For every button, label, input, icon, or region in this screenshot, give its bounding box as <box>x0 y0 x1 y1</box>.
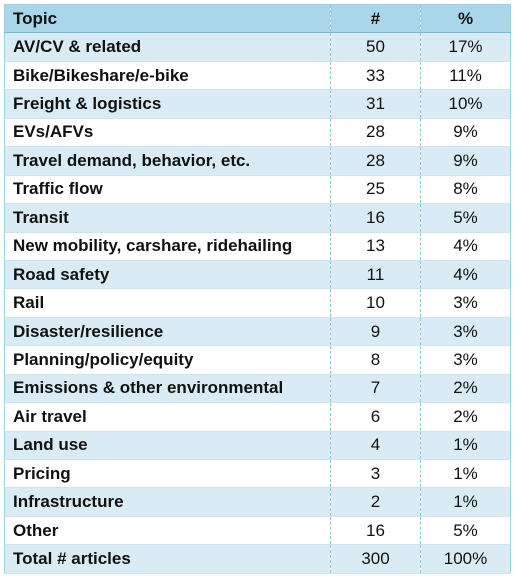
count-cell: 33 <box>330 61 421 91</box>
topic-cell: Planning/policy/equity <box>4 345 331 375</box>
table-row: EVs/AFVs 28 9% <box>4 118 511 148</box>
topic-cell: Pricing <box>4 459 331 489</box>
count-cell: 31 <box>330 89 421 119</box>
percent-cell: 4% <box>420 260 511 290</box>
percent-cell: 3% <box>420 317 511 347</box>
percent-cell: 5% <box>420 516 511 546</box>
percent-cell: 3% <box>420 345 511 375</box>
topic-cell: Infrastructure <box>4 487 331 517</box>
topic-cell: AV/CV & related <box>4 32 331 62</box>
percent-cell: 9% <box>420 118 511 148</box>
total-label: Total # articles <box>4 544 331 574</box>
percent-cell: 4% <box>420 232 511 261</box>
total-row: Total # articles 300 100% <box>4 544 511 574</box>
topic-cell: Bike/Bikeshare/e-bike <box>4 61 331 91</box>
percent-cell: 1% <box>420 459 511 489</box>
header-topic: Topic <box>4 4 331 34</box>
table-row: Planning/policy/equity 8 3% <box>4 345 511 375</box>
topic-cell: Disaster/resilience <box>4 317 331 347</box>
topic-cell: Rail <box>4 288 331 318</box>
count-cell: 28 <box>330 118 421 148</box>
topic-cell: Land use <box>4 431 331 461</box>
count-cell: 25 <box>330 175 421 205</box>
header-count: # <box>330 4 421 34</box>
topic-cell: Other <box>4 516 331 546</box>
table-row: Travel demand, behavior, etc. 28 9% <box>4 146 511 176</box>
table-row: New mobility, carshare, ridehailing 13 4… <box>4 232 511 261</box>
topic-cell: Transit <box>4 203 331 233</box>
table-row: Disaster/resilience 9 3% <box>4 317 511 347</box>
table-row: Emissions & other environmental 7 2% <box>4 374 511 404</box>
count-cell: 16 <box>330 203 421 233</box>
percent-cell: 11% <box>420 61 511 91</box>
topic-cell: Emissions & other environmental <box>4 374 331 404</box>
count-cell: 2 <box>330 487 421 517</box>
total-percent: 100% <box>420 544 511 574</box>
topics-table-container: Topic # % AV/CV & related 50 17% Bike/Bi… <box>4 4 511 574</box>
count-cell: 6 <box>330 402 421 432</box>
table-row: Infrastructure 2 1% <box>4 487 511 517</box>
count-cell: 50 <box>330 32 421 62</box>
header-row: Topic # % <box>4 4 511 34</box>
percent-cell: 2% <box>420 402 511 432</box>
percent-cell: 2% <box>420 374 511 404</box>
percent-cell: 17% <box>420 32 511 62</box>
topic-cell: EVs/AFVs <box>4 118 331 148</box>
count-cell: 10 <box>330 288 421 318</box>
count-cell: 3 <box>330 459 421 489</box>
percent-cell: 1% <box>420 487 511 517</box>
topic-cell: Freight & logistics <box>4 89 331 119</box>
percent-cell: 9% <box>420 146 511 176</box>
topic-cell: Road safety <box>4 260 331 290</box>
table-row: Rail 10 3% <box>4 288 511 318</box>
topic-cell: Air travel <box>4 402 331 432</box>
table-row: AV/CV & related 50 17% <box>4 32 511 62</box>
table-row: Transit 16 5% <box>4 203 511 233</box>
count-cell: 8 <box>330 345 421 375</box>
table-row: Bike/Bikeshare/e-bike 33 11% <box>4 61 511 91</box>
topic-cell: Travel demand, behavior, etc. <box>4 146 331 176</box>
count-cell: 13 <box>330 232 421 261</box>
table-header: Topic # % <box>4 4 511 34</box>
table-row: Freight & logistics 31 10% <box>4 89 511 119</box>
percent-cell: 5% <box>420 203 511 233</box>
table-body: AV/CV & related 50 17% Bike/Bikeshare/e-… <box>4 32 511 574</box>
header-percent: % <box>420 4 511 34</box>
table-row: Pricing 3 1% <box>4 459 511 489</box>
count-cell: 9 <box>330 317 421 347</box>
table-row: Land use 4 1% <box>4 431 511 461</box>
percent-cell: 8% <box>420 175 511 205</box>
topic-cell: New mobility, carshare, ridehailing <box>4 232 331 261</box>
table-row: Road safety 11 4% <box>4 260 511 290</box>
percent-cell: 3% <box>420 288 511 318</box>
count-cell: 4 <box>330 431 421 461</box>
percent-cell: 10% <box>420 89 511 119</box>
percent-cell: 1% <box>420 431 511 461</box>
table-row: Air travel 6 2% <box>4 402 511 432</box>
table-row: Traffic flow 25 8% <box>4 175 511 205</box>
count-cell: 7 <box>330 374 421 404</box>
topics-table: Topic # % AV/CV & related 50 17% Bike/Bi… <box>4 4 511 574</box>
count-cell: 11 <box>330 260 421 290</box>
count-cell: 28 <box>330 146 421 176</box>
table-row: Other 16 5% <box>4 516 511 546</box>
count-cell: 16 <box>330 516 421 546</box>
total-count: 300 <box>330 544 421 574</box>
topic-cell: Traffic flow <box>4 175 331 205</box>
